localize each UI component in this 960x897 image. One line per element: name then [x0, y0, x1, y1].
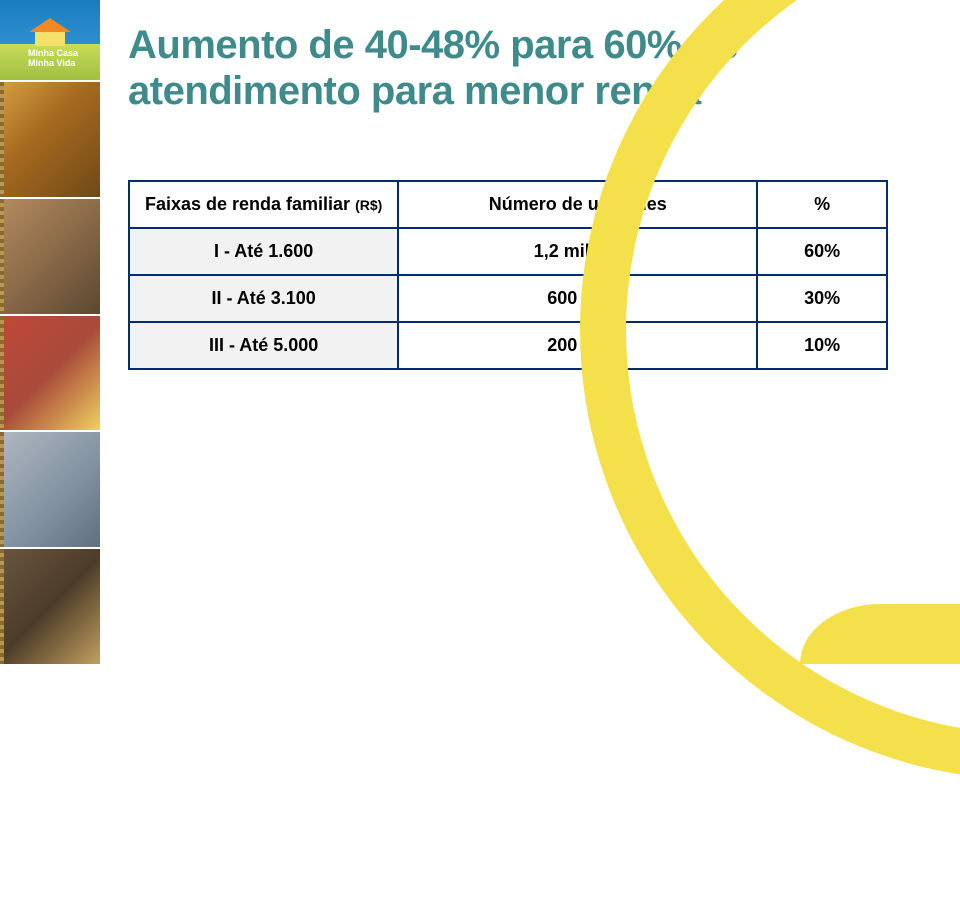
- row-value: 1,2 milhão: [398, 228, 757, 275]
- col-header-faixas: Faixas de renda familiar (R$): [129, 181, 398, 228]
- decorative-arc-tail: [800, 604, 960, 664]
- table-row: III - Até 5.000 200 mil 10%: [129, 322, 887, 369]
- row-pct: 30%: [757, 275, 887, 322]
- income-table-wrap: Faixas de renda familiar (R$) Número de …: [128, 180, 924, 370]
- logo-text: Minha Casa Minha Vida: [22, 49, 78, 68]
- row-label: I - Até 1.600: [129, 228, 398, 275]
- col-header-pct: %: [757, 181, 887, 228]
- col-header-faixas-text: Faixas de renda familiar: [145, 194, 350, 214]
- col-header-numero: Número de unidades: [398, 181, 757, 228]
- col-header-faixas-unit: (R$): [355, 197, 382, 213]
- program-logo: Minha Casa Minha Vida: [0, 0, 100, 80]
- row-pct: 10%: [757, 322, 887, 369]
- sidebar-photo: [0, 430, 100, 547]
- sidebar: Minha Casa Minha Vida: [0, 0, 100, 664]
- row-value: 200 mil: [398, 322, 757, 369]
- decorative-arc: [463, 0, 960, 897]
- sidebar-photo: [0, 80, 100, 197]
- row-pct: 60%: [757, 228, 887, 275]
- income-table: Faixas de renda familiar (R$) Número de …: [128, 180, 888, 370]
- page-title: Aumento de 40-48% para 60% de atendiment…: [128, 22, 924, 114]
- title-line1: Aumento de 40-48% para 60% de: [128, 22, 924, 68]
- row-label: II - Até 3.100: [129, 275, 398, 322]
- table-row: II - Até 3.100 600 mil 30%: [129, 275, 887, 322]
- logo-house-icon: [29, 18, 71, 46]
- row-label: III - Até 5.000: [129, 322, 398, 369]
- table-header-row: Faixas de renda familiar (R$) Número de …: [129, 181, 887, 228]
- sidebar-photo: [0, 197, 100, 314]
- table-row: I - Até 1.600 1,2 milhão 60%: [129, 228, 887, 275]
- photo-strip: [0, 80, 100, 664]
- main-content: Aumento de 40-48% para 60% de atendiment…: [100, 0, 960, 664]
- sidebar-photo: [0, 314, 100, 431]
- logo-line2: Minha Vida: [28, 59, 78, 68]
- title-line2: atendimento para menor renda: [128, 68, 924, 114]
- row-value: 600 mil: [398, 275, 757, 322]
- sidebar-photo: [0, 547, 100, 664]
